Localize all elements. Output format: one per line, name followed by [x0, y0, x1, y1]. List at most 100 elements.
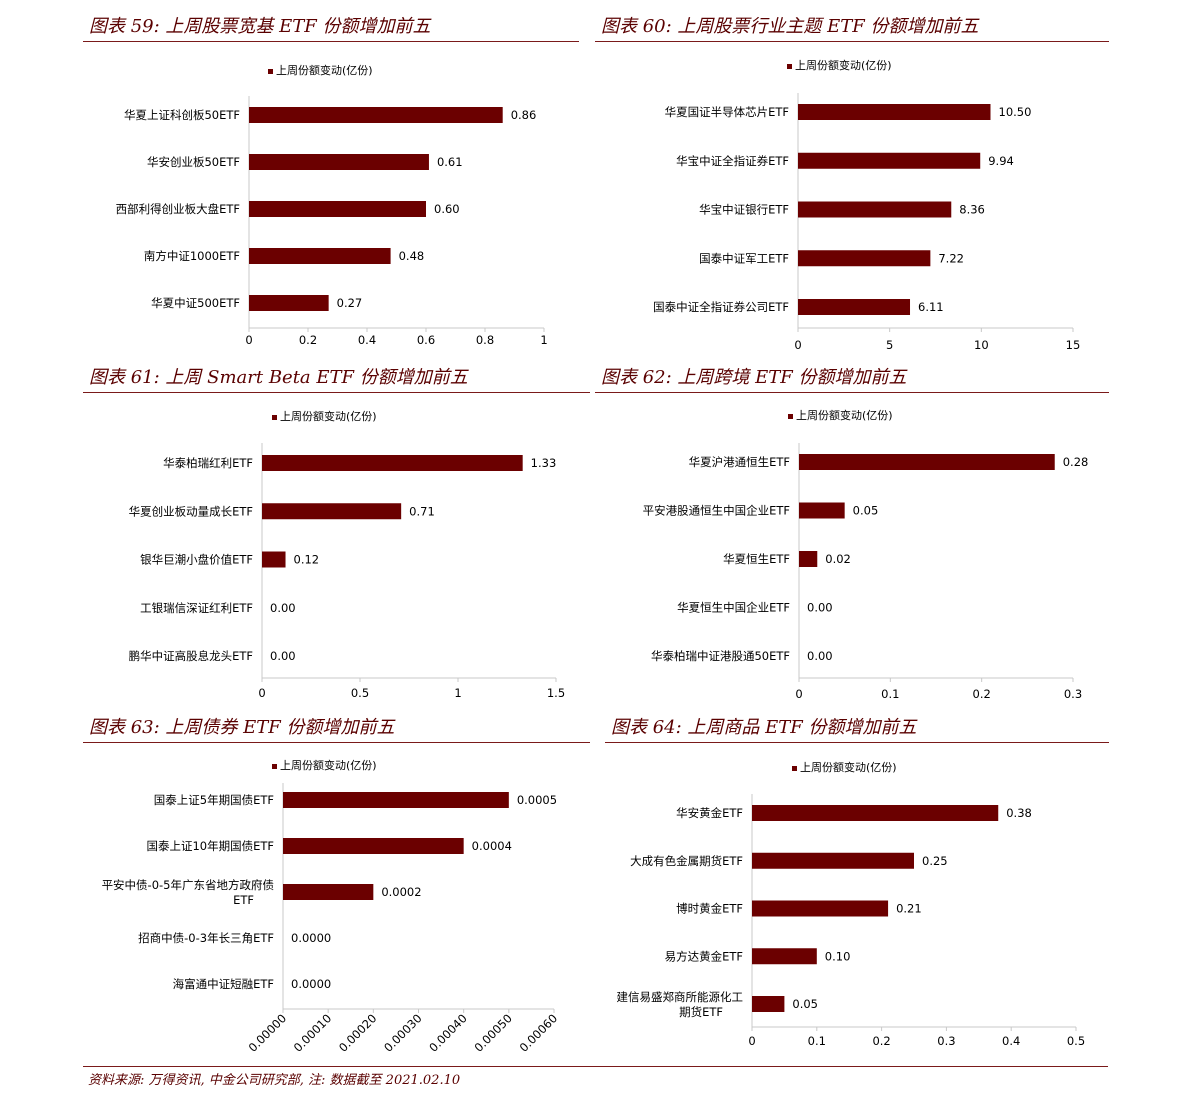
value-label: 0.0000 — [291, 977, 331, 991]
legend-swatch — [788, 414, 793, 419]
x-tick-label: 0.00020 — [336, 1011, 380, 1055]
bar — [249, 201, 426, 217]
value-label: 0.86 — [511, 108, 537, 122]
category-label: 华泰柏瑞红利ETF — [163, 456, 253, 470]
legend-label: 上周份额变动(亿份) — [800, 760, 897, 774]
bar — [798, 201, 952, 218]
category-label: 平安港股通恒生中国企业ETF — [643, 504, 790, 518]
category-label: 华夏上证科创板50ETF — [124, 108, 240, 122]
value-label: 0.12 — [294, 553, 320, 567]
category-label: 国泰中证军工ETF — [699, 251, 789, 265]
value-label: 0.27 — [337, 296, 363, 310]
bar — [798, 104, 991, 120]
category-label: 易方达黄金ETF — [665, 949, 743, 963]
category-label: 华宝中证全指证券ETF — [676, 154, 789, 168]
x-tick-label: 15 — [1066, 338, 1081, 352]
bar-chart: 上周份额变动(亿份) 0 0.1 0.2 0.3 华夏沪港通恒生ETF 0.28 平安港股通恒… — [643, 408, 1089, 701]
x-tick-label: 1 — [454, 686, 461, 700]
value-label: 9.94 — [988, 154, 1014, 168]
x-tick-label: 0.00030 — [381, 1011, 425, 1055]
x-tick-label: 0.3 — [1064, 687, 1082, 701]
x-tick-label: 0 — [794, 338, 801, 352]
x-tick-label: 0 — [748, 1034, 755, 1048]
value-label: 0.00 — [270, 649, 296, 663]
value-label: 0.0002 — [381, 885, 421, 899]
bar — [249, 154, 429, 170]
x-tick-label: 0 — [795, 687, 802, 701]
legend-label: 上周份额变动(亿份) — [276, 63, 373, 77]
value-label: 7.22 — [938, 251, 964, 265]
x-tick-label: 0.3 — [937, 1034, 955, 1048]
chart-panel-64: 图表 64: 上周商品 ETF 份额增加前五 上周份额变动(亿份) 0 0.1 0.2… — [605, 701, 1109, 1061]
value-label: 0.28 — [1063, 455, 1089, 469]
category-label: 建信易盛郑商所能源化工期货ETF — [617, 990, 744, 1019]
title-rule — [595, 392, 1109, 393]
bar — [283, 792, 509, 808]
legend-label: 上周份额变动(亿份) — [796, 408, 893, 422]
x-tick-label: 0 — [258, 686, 265, 700]
category-label: 国泰上证10年期国债ETF — [146, 839, 274, 853]
bar-chart: 上周份额变动(亿份) 0 5 10 15 华夏国证半导体芯片ETF 10.50 华宝中证全指证… — [653, 58, 1081, 352]
x-tick-label: 0.2 — [872, 1034, 890, 1048]
legend-swatch — [792, 766, 797, 771]
bar — [752, 900, 889, 917]
x-tick-label: 0.00040 — [426, 1011, 470, 1055]
title-rule — [595, 41, 1109, 42]
x-tick-label: 0.2 — [973, 687, 991, 701]
panel-title: 图表 63: 上周债券 ETF 份额增加前五 — [89, 717, 395, 738]
chart-panel-63: 图表 63: 上周债券 ETF 份额增加前五 上周份额变动(亿份) 0.00000… — [83, 701, 590, 1061]
x-tick-label: 0.4 — [358, 333, 376, 347]
bar-chart: 上周份额变动(亿份)0.00000 0.00010 0.00020 0.00030 0.… — [102, 758, 561, 1055]
bar — [798, 250, 931, 267]
x-tick-label: 0.00050 — [471, 1011, 515, 1055]
x-tick-label: 0.5 — [351, 686, 369, 700]
x-tick-label: 1.5 — [547, 686, 565, 700]
value-label: 0.71 — [409, 504, 435, 518]
value-label: 0.00 — [807, 601, 833, 615]
title-rule — [605, 742, 1109, 743]
x-tick-label: 0.00000 — [246, 1011, 290, 1055]
legend-label: 上周份额变动(亿份) — [280, 409, 377, 423]
value-label: 0.25 — [922, 854, 948, 868]
legend-swatch — [272, 764, 277, 769]
category-label: 平安中债-0-5年广东省地方政府债 ETF — [102, 878, 274, 907]
title-rule — [83, 41, 579, 42]
category-label: 华安创业板50ETF — [147, 155, 240, 169]
x-tick-label: 0.00010 — [291, 1011, 335, 1055]
x-tick-label: 1 — [540, 333, 547, 347]
bar-chart: 上周份额变动(亿份) 0 0.5 1 1.5 华泰柏瑞红利ETF 1.33 华夏创业板动量成长… — [129, 409, 566, 700]
bar — [262, 551, 286, 568]
category-label: 华夏创业板动量成长ETF — [129, 504, 253, 518]
category-label: 银华巨潮小盘价值ETF — [140, 553, 253, 567]
chart-panel-59: 图表 59: 上周股票宽基 ETF 份额增加前五 上周份额变动(亿份) 0 0.2 0… — [83, 0, 579, 350]
x-tick-label: 0.6 — [417, 333, 435, 347]
bar — [752, 948, 817, 965]
category-label: 华泰柏瑞中证港股通50ETF — [651, 649, 790, 663]
value-label: 10.50 — [999, 105, 1032, 119]
value-label: 0.48 — [399, 249, 425, 263]
x-tick-label: 0.2 — [299, 333, 317, 347]
value-label: 0.61 — [437, 155, 463, 169]
value-label: 1.33 — [531, 456, 557, 470]
category-label: 招商中债-0-3年长三角ETF — [138, 931, 274, 945]
panel-title: 图表 59: 上周股票宽基 ETF 份额增加前五 — [89, 16, 431, 37]
bar — [262, 455, 523, 471]
bar — [798, 299, 911, 315]
value-label: 8.36 — [959, 203, 985, 217]
bar — [798, 152, 981, 169]
x-tick-label: 5 — [886, 338, 893, 352]
bar — [752, 852, 914, 869]
x-tick-label: 0.1 — [808, 1034, 826, 1048]
category-label: 海富通中证短融ETF — [173, 977, 274, 991]
x-tick-label: 0.8 — [476, 333, 494, 347]
x-tick-label: 0.1 — [881, 687, 899, 701]
legend-swatch — [787, 64, 792, 69]
category-label: 博时黄金ETF — [676, 902, 743, 916]
category-label: 西部利得创业板大盘ETF — [116, 202, 240, 216]
category-label: 华夏沪港通恒生ETF — [689, 455, 790, 469]
x-tick-label: 0.00060 — [517, 1011, 561, 1055]
category-label: 华安黄金ETF — [676, 806, 743, 820]
category-label: 华夏国证半导体芯片ETF — [665, 105, 789, 119]
bar — [752, 805, 999, 821]
value-label: 0.10 — [825, 949, 851, 963]
